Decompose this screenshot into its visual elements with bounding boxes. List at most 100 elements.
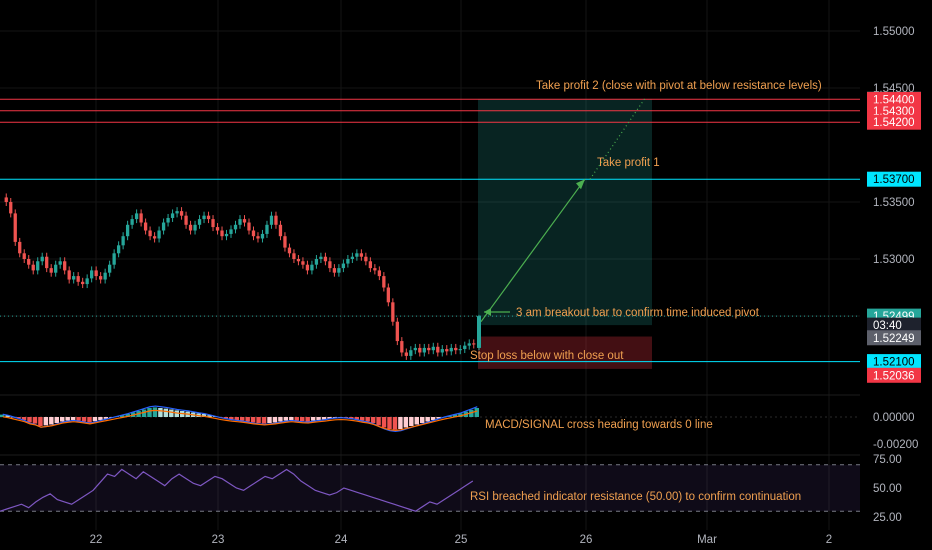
macd-histogram-bar — [256, 417, 261, 423]
candle-body — [202, 215, 206, 220]
macd-histogram-bar — [316, 417, 321, 420]
stop-zone — [478, 336, 652, 369]
time-tick-label: 22 — [90, 534, 103, 546]
candle-body — [454, 347, 458, 351]
tp2-arrow-line — [589, 97, 646, 180]
candle-body — [463, 345, 467, 350]
candle-body — [18, 241, 22, 254]
macd-histogram-bar — [469, 409, 474, 417]
macd-histogram-bar — [349, 417, 354, 419]
candle-body — [220, 230, 224, 237]
breakout-bar — [477, 316, 481, 348]
time-axis[interactable]: 22 23 24 25 26 Mar 2 — [0, 530, 932, 550]
candle-body — [90, 270, 94, 279]
candle-body — [413, 347, 417, 351]
macd-histogram-bar — [81, 417, 87, 422]
macd-histogram-bar — [425, 417, 430, 422]
candle-body — [323, 256, 328, 262]
rsi-pane — [0, 464, 860, 512]
macd-histogram-bar — [447, 415, 452, 417]
candle-body — [45, 256, 49, 269]
candle-body — [148, 230, 152, 237]
macd-histogram-bar — [381, 417, 387, 428]
stop-loss-annotation: Stop loss below with close out — [470, 350, 624, 362]
candle-body — [278, 224, 283, 237]
macd-histogram-bar — [370, 417, 376, 423]
candle-body — [431, 346, 435, 351]
candle-body — [328, 261, 332, 269]
price-badge — [867, 103, 921, 119]
macd-histogram-bar — [398, 417, 403, 429]
macd-histogram-bar — [240, 417, 245, 421]
price-badge-label: 1.52100 — [873, 357, 915, 369]
candle-body — [458, 349, 462, 351]
candle-body — [355, 253, 359, 257]
price-badge-label: 1.52249 — [873, 333, 915, 345]
macd-histogram-bar — [267, 417, 272, 423]
time-tick-label: 23 — [212, 534, 225, 546]
candle-body — [206, 215, 211, 220]
candle-body — [283, 236, 287, 248]
price-badge — [867, 367, 921, 383]
price-badge-label: 1.53700 — [873, 174, 915, 186]
rsi-tick-label: 25.00 — [873, 512, 902, 524]
candle-body — [67, 270, 71, 280]
candle-body — [27, 259, 31, 265]
candle-body — [22, 253, 26, 259]
candle-body — [193, 224, 197, 231]
macd-histogram-bar — [207, 415, 212, 417]
price-badge — [867, 330, 921, 346]
candle-body — [440, 349, 444, 353]
candle-body — [332, 268, 337, 273]
macd-histogram-bar — [38, 417, 43, 426]
macd-histogram-bar — [420, 417, 425, 423]
macd-annotation: MACD/SIGNAL cross heading towards 0 line — [485, 419, 713, 431]
candle-body — [107, 264, 112, 273]
candle-body — [391, 302, 395, 322]
macd-histogram-bar — [201, 414, 207, 417]
macd-histogram-bar — [98, 417, 103, 420]
macd-histogram-bar — [365, 417, 370, 422]
candle-body — [40, 256, 44, 262]
macd-tick-label: 0.00000 — [873, 412, 915, 424]
price-badge — [867, 317, 921, 333]
macd-histogram-bar — [392, 417, 398, 430]
candle-body — [436, 346, 440, 353]
candle-body — [467, 343, 471, 346]
tp1-annotation: Take profit 1 — [597, 157, 660, 169]
candle-body — [116, 245, 121, 254]
candle-body — [314, 259, 319, 265]
level-lines — [0, 98, 860, 363]
target-zone — [478, 99, 652, 326]
candle-body — [121, 236, 125, 246]
candle-body — [472, 343, 476, 345]
candle-body — [368, 261, 373, 269]
time-tick-label: 2 — [826, 534, 832, 546]
candle-body — [179, 211, 184, 216]
macd-histogram-bar — [87, 417, 92, 423]
macd-pane — [0, 405, 860, 432]
macd-histogram-bar — [283, 417, 289, 421]
candle-body — [422, 347, 426, 353]
candle-body — [382, 276, 386, 288]
breakout-arrow-head — [484, 308, 491, 316]
price-axis[interactable]: 1.550001.545001.535001.530001.525000.000… — [860, 0, 932, 530]
breakout-annotation: 3 am breakout bar to confirm time induce… — [516, 307, 760, 319]
macd-histogram-bar — [16, 417, 21, 419]
macd-histogram-bar — [272, 417, 278, 423]
candle-body — [143, 222, 148, 231]
macd-histogram-bar — [310, 417, 316, 421]
price-badge-label: 03:40 — [873, 320, 902, 332]
macd-histogram-bar — [474, 408, 479, 417]
candle-body — [233, 224, 238, 230]
candle-body — [310, 264, 314, 271]
macd-histogram-bar — [414, 417, 419, 425]
annotation-arrows — [480, 97, 646, 323]
macd-histogram-bar — [409, 417, 414, 426]
macd-histogram-bar — [261, 417, 267, 424]
candle-body — [63, 261, 67, 271]
macd-histogram-bar — [452, 414, 458, 417]
candle-body — [211, 219, 215, 228]
candle-body — [166, 217, 170, 223]
